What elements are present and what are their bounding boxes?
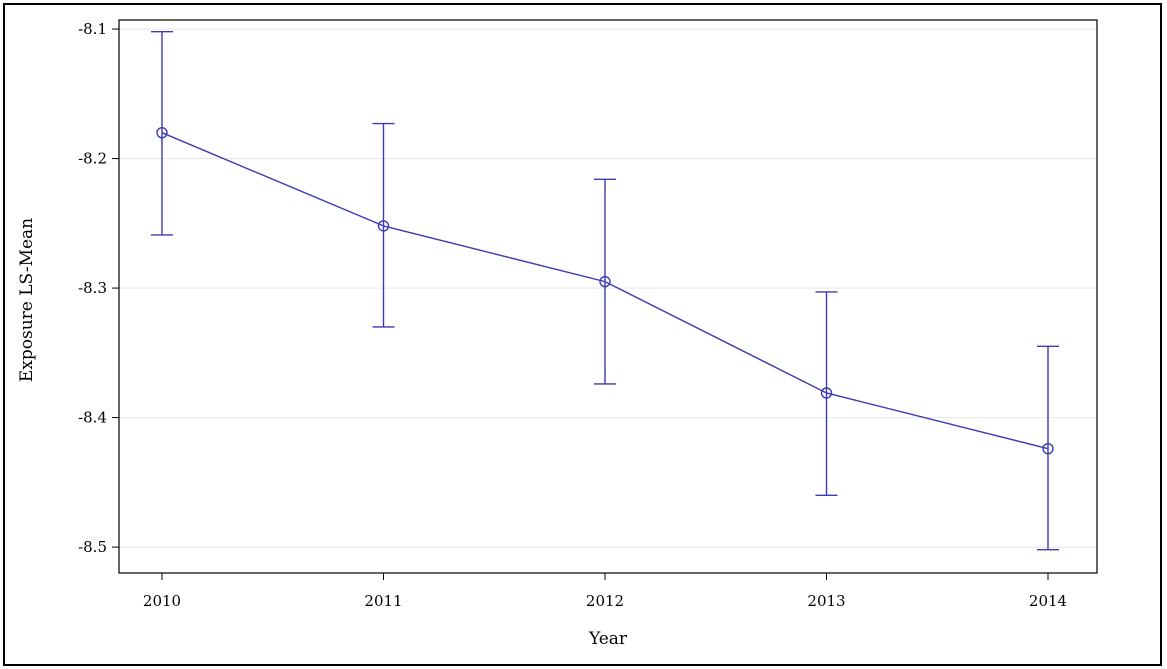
y-tick-label: -8.4 xyxy=(78,409,107,427)
y-axis: -8.1 -8.2 -8.3 -8.4 -8.5 xyxy=(78,20,119,556)
x-tick-label: 2013 xyxy=(807,592,845,610)
data-point xyxy=(599,275,611,288)
x-tick-label: 2010 xyxy=(143,592,181,610)
x-tick-label: 2011 xyxy=(364,592,402,610)
y-tick-label: -8.1 xyxy=(78,20,107,38)
x-tick-label: 2014 xyxy=(1029,592,1067,610)
series xyxy=(151,30,1059,551)
plot-area xyxy=(118,19,1098,574)
data-point xyxy=(377,220,390,232)
x-axis: 2010 2011 2012 2013 2014 xyxy=(143,573,1067,610)
y-tick-label: -8.2 xyxy=(78,150,107,168)
y-axis-title: Exposure LS-Mean xyxy=(17,218,37,382)
data-point xyxy=(820,387,833,399)
x-axis-title: Year xyxy=(588,629,628,649)
x-tick-label: 2012 xyxy=(586,592,624,610)
data-point xyxy=(156,126,168,139)
data-point xyxy=(1042,442,1054,455)
chart-frame xyxy=(3,3,1162,666)
gridlines xyxy=(119,28,1097,548)
series-line xyxy=(161,132,1049,450)
y-tick-label: -8.5 xyxy=(78,538,107,556)
y-tick-label: -8.3 xyxy=(78,279,107,297)
